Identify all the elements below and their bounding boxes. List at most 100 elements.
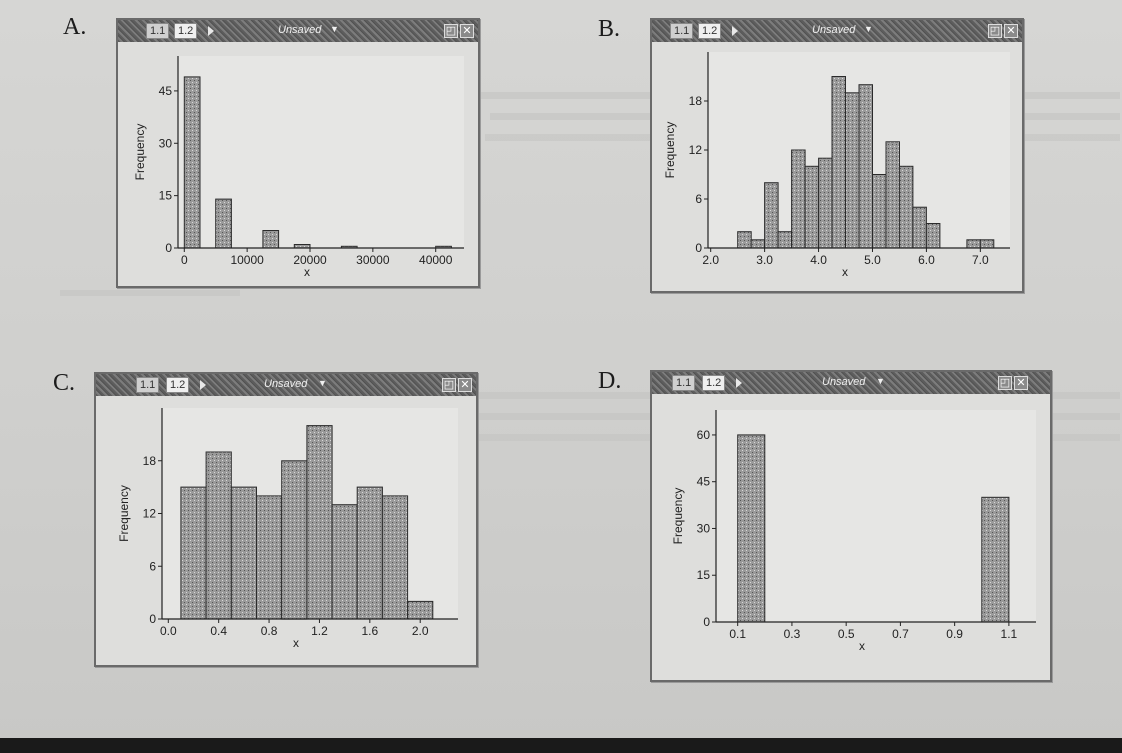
histogram-bar bbox=[804, 165, 820, 249]
x-tick-label: 1.2 bbox=[311, 624, 328, 638]
x-tick-label: 0.5 bbox=[838, 627, 855, 641]
tab-1-2[interactable]: 1.2 bbox=[702, 375, 726, 391]
y-tick-label: 45 bbox=[697, 475, 711, 489]
histogram-bar bbox=[381, 495, 409, 620]
document-title: Unsaved bbox=[822, 376, 866, 388]
window-titlebar: 1.1 1.2 Unsaved ▼ ◰ ✕ bbox=[118, 20, 478, 42]
close-icon[interactable]: ✕ bbox=[1014, 376, 1028, 390]
histogram-b: 2.0 3.0 4.0 5.0 6.0 7.0 0 6 12 18 x Frequency bbox=[663, 52, 1010, 279]
x-axis-label: x bbox=[293, 636, 299, 650]
calculator-window-c: 1.1 1.2 Unsaved ▼ ◰ ✕ 0.0 0.4 0.8 1.2 1.6 2.0… bbox=[94, 372, 478, 667]
y-tick-label: 6 bbox=[695, 192, 702, 206]
y-tick-label: 0 bbox=[703, 615, 710, 629]
x-tick-label: 40000 bbox=[419, 253, 453, 267]
x-tick-label: 5.0 bbox=[864, 253, 881, 267]
x-tick-label: 1.1 bbox=[1001, 627, 1018, 641]
x-tick-label: 3.0 bbox=[756, 253, 773, 267]
y-tick-label: 12 bbox=[143, 507, 157, 521]
tab-1-2[interactable]: 1.2 bbox=[166, 377, 190, 393]
histogram-bar bbox=[764, 182, 779, 249]
histogram-bar bbox=[818, 157, 833, 249]
restore-window-icon[interactable]: ◰ bbox=[998, 376, 1012, 390]
histogram-bar bbox=[858, 84, 873, 249]
x-tick-label: 0 bbox=[181, 253, 188, 267]
histogram-bar bbox=[831, 76, 846, 249]
document-title: Unsaved bbox=[278, 24, 322, 36]
y-tick-label: 12 bbox=[689, 143, 703, 157]
close-icon[interactable]: ✕ bbox=[458, 378, 472, 392]
histogram-bar bbox=[966, 239, 981, 249]
tab-1-1[interactable]: 1.1 bbox=[672, 375, 696, 391]
document-menu-chevron-down-icon[interactable]: ▼ bbox=[330, 24, 339, 34]
tab-scroll-arrow-icon[interactable] bbox=[732, 26, 738, 36]
histogram-bar bbox=[356, 486, 383, 620]
x-tick-label: 7.0 bbox=[972, 253, 989, 267]
y-axis-label: Frequency bbox=[133, 124, 147, 181]
y-tick-label: 18 bbox=[689, 94, 703, 108]
y-tick-label: 15 bbox=[159, 189, 173, 203]
histogram-bar bbox=[737, 434, 766, 623]
tab-1-1[interactable]: 1.1 bbox=[136, 377, 160, 393]
histogram-bar bbox=[262, 230, 280, 249]
histogram-bar bbox=[912, 206, 927, 249]
tab-scroll-arrow-icon[interactable] bbox=[208, 26, 214, 36]
y-axis-label: Frequency bbox=[663, 122, 677, 179]
histogram-bar bbox=[306, 425, 333, 620]
y-tick-label: 0 bbox=[695, 241, 702, 255]
tab-scroll-arrow-icon[interactable] bbox=[736, 378, 742, 388]
question-label-d: D. bbox=[598, 368, 622, 394]
window-titlebar: 1.1 1.2 Unsaved ▼ ◰ ✕ bbox=[652, 372, 1050, 394]
tab-1-1[interactable]: 1.1 bbox=[670, 23, 694, 39]
histogram-bar bbox=[180, 486, 207, 620]
x-tick-label: 0.9 bbox=[946, 627, 963, 641]
question-label-b: B. bbox=[598, 16, 621, 42]
y-tick-label: 30 bbox=[159, 136, 173, 150]
histogram-a: 0 10000 20000 30000 40000 0 15 30 45 x Frequency bbox=[133, 56, 464, 279]
document-menu-chevron-down-icon[interactable]: ▼ bbox=[864, 24, 873, 34]
tab-1-2[interactable]: 1.2 bbox=[174, 23, 198, 39]
y-tick-label: 60 bbox=[697, 428, 711, 442]
tab-1-2[interactable]: 1.2 bbox=[698, 23, 722, 39]
y-tick-label: 18 bbox=[143, 454, 157, 468]
window-titlebar: 1.1 1.2 Unsaved ▼ ◰ ✕ bbox=[652, 20, 1022, 42]
x-tick-label: 30000 bbox=[356, 253, 390, 267]
y-tick-label: 0 bbox=[165, 241, 172, 255]
x-tick-label: 20000 bbox=[293, 253, 327, 267]
x-tick-label: 2.0 bbox=[702, 253, 719, 267]
histogram-bar bbox=[777, 231, 793, 249]
question-label-c: C. bbox=[53, 370, 76, 396]
histogram-bar bbox=[737, 231, 752, 249]
tab-1-1[interactable]: 1.1 bbox=[146, 23, 170, 39]
histogram-bar bbox=[215, 198, 232, 249]
close-icon[interactable]: ✕ bbox=[1004, 24, 1018, 38]
histogram-d: 0.1 0.3 0.5 0.7 0.9 1.1 0 15 30 45 60 x Frequency bbox=[671, 410, 1036, 653]
restore-window-icon[interactable]: ◰ bbox=[988, 24, 1002, 38]
histogram-bar bbox=[331, 504, 358, 620]
histogram-bar bbox=[256, 495, 283, 620]
calculator-window-d: 1.1 1.2 Unsaved ▼ ◰ ✕ 0.1 0.3 0.5 0.7 0.9 1.1… bbox=[650, 370, 1052, 682]
restore-window-icon[interactable]: ◰ bbox=[442, 378, 456, 392]
x-tick-label: 0.1 bbox=[729, 627, 746, 641]
histogram-bar bbox=[885, 141, 900, 249]
histogram-bar bbox=[183, 76, 201, 249]
x-tick-label: 4.0 bbox=[810, 253, 827, 267]
document-menu-chevron-down-icon[interactable]: ▼ bbox=[318, 378, 327, 388]
histogram-bar bbox=[791, 149, 806, 249]
question-label-a: A. bbox=[63, 14, 87, 40]
calculator-window-b: 1.1 1.2 Unsaved ▼ ◰ ✕ 2.0 3.0 4.0 5.0 6.0 7.0… bbox=[650, 18, 1024, 293]
tab-scroll-arrow-icon[interactable] bbox=[200, 380, 206, 390]
y-tick-label: 45 bbox=[159, 84, 173, 98]
histogram-bar bbox=[281, 460, 308, 620]
histogram-bar bbox=[205, 451, 232, 620]
document-menu-chevron-down-icon[interactable]: ▼ bbox=[876, 376, 885, 386]
x-tick-label: 0.3 bbox=[784, 627, 801, 641]
histogram-c: 0.0 0.4 0.8 1.2 1.6 2.0 0 6 12 18 x Frequency bbox=[117, 408, 458, 650]
y-axis-label: Frequency bbox=[671, 488, 685, 545]
y-tick-label: 0 bbox=[149, 612, 156, 626]
histogram-bar bbox=[845, 92, 860, 249]
y-tick-label: 30 bbox=[697, 521, 711, 535]
close-icon[interactable]: ✕ bbox=[460, 24, 474, 38]
histogram-bar bbox=[407, 600, 434, 620]
x-tick-label: 6.0 bbox=[918, 253, 935, 267]
restore-window-icon[interactable]: ◰ bbox=[444, 24, 458, 38]
